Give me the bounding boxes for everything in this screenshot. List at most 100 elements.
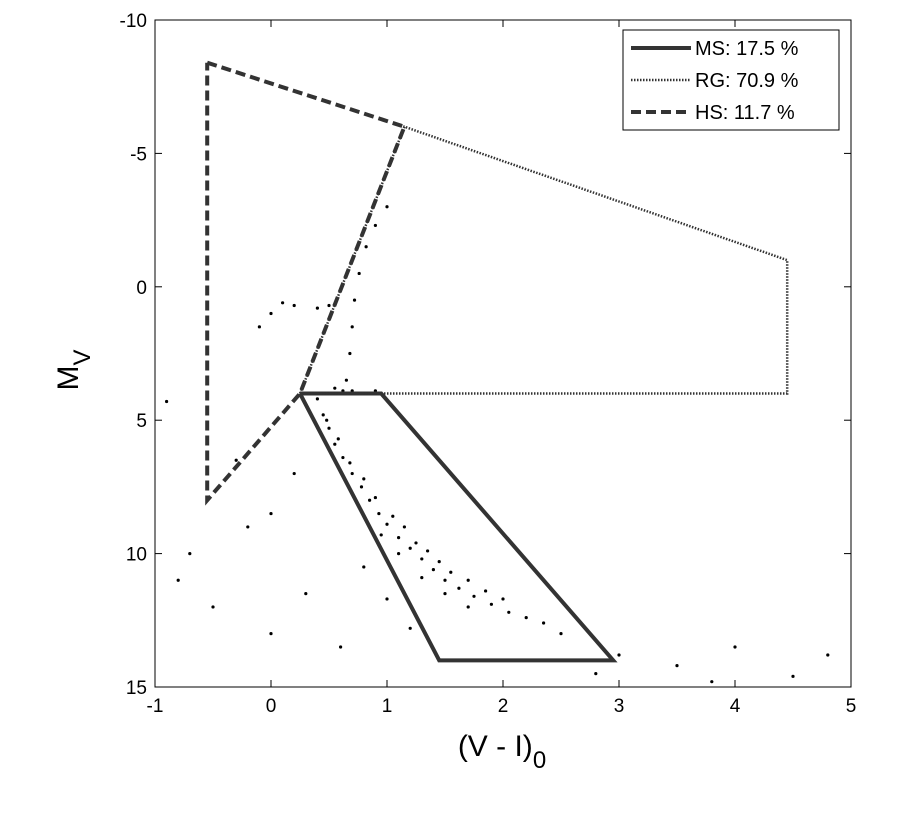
- star-point: [246, 525, 250, 529]
- star-point: [397, 535, 401, 540]
- y-tick-label: -5: [130, 144, 147, 165]
- star-point: [211, 605, 215, 609]
- star-point: [414, 541, 418, 545]
- star-point: [443, 578, 447, 582]
- star-point: [457, 586, 461, 590]
- star-point: [484, 589, 488, 593]
- star-point: [385, 597, 389, 601]
- star-point: [341, 455, 345, 460]
- star-point: [333, 386, 337, 390]
- star-point: [466, 578, 470, 582]
- star-point: [710, 680, 714, 684]
- star-point: [269, 311, 273, 316]
- star-point: [325, 418, 329, 422]
- star-point: [357, 271, 361, 276]
- star-point: [379, 533, 383, 537]
- star-point: [420, 557, 424, 561]
- star-point: [675, 664, 679, 668]
- region-outline: [205, 60, 408, 506]
- star-point: [524, 616, 528, 620]
- legend-label: MS: 17.5 %: [695, 38, 799, 60]
- star-point: [391, 514, 395, 518]
- star-point: [420, 576, 424, 580]
- star-point: [426, 549, 430, 553]
- star-point: [408, 546, 412, 550]
- star-point: [292, 471, 296, 476]
- legend-label: HS: 11.7 %: [695, 102, 795, 124]
- star-point: [559, 632, 563, 636]
- star-point: [292, 303, 296, 308]
- y-tick-label: 5: [136, 411, 147, 432]
- star-point: [501, 597, 505, 601]
- star-point: [359, 485, 364, 489]
- x-tick-label: 1: [382, 696, 393, 717]
- star-point: [165, 399, 169, 404]
- star-point: [350, 471, 354, 476]
- y-tick-label: 10: [126, 545, 147, 566]
- star-point: [327, 303, 331, 308]
- star-point: [336, 437, 340, 441]
- star-point: [437, 560, 441, 564]
- star-point: [339, 645, 343, 649]
- star-point: [373, 223, 377, 228]
- star-point: [385, 522, 389, 526]
- star-point: [489, 602, 493, 606]
- x-tick-label: 3: [614, 696, 625, 717]
- plot-frame: [154, 19, 852, 688]
- x-label-subscript: 0: [533, 747, 546, 774]
- star-point: [368, 498, 372, 502]
- star-point: [377, 511, 381, 516]
- star-point: [472, 594, 476, 598]
- star-point: [507, 610, 511, 614]
- star-point: [791, 674, 795, 678]
- y-tick-label: 0: [136, 278, 147, 299]
- star-point: [408, 626, 412, 630]
- star-point: [315, 306, 319, 310]
- y-axis-label: MV: [52, 349, 96, 390]
- star-point: [333, 442, 337, 446]
- star-point: [542, 621, 546, 625]
- legend-label: RG: 70.9 %: [695, 70, 799, 92]
- y-label-subscript: V: [69, 349, 96, 365]
- star-point: [373, 495, 377, 500]
- star-point: [385, 205, 389, 209]
- y-label-text: M: [52, 366, 85, 391]
- x-tick-label: 2: [498, 696, 509, 717]
- star-point: [321, 413, 325, 417]
- star-point: [733, 645, 737, 649]
- star-point: [466, 605, 470, 609]
- star-point: [350, 325, 354, 329]
- star-point: [304, 592, 308, 596]
- star-point: [234, 458, 238, 462]
- star-point: [188, 552, 192, 556]
- star-point: [281, 301, 285, 305]
- star-point: [364, 245, 368, 249]
- star-point: [431, 568, 435, 572]
- x-tick-label: 0: [266, 696, 277, 717]
- star-point: [176, 578, 180, 582]
- star-point: [362, 477, 366, 481]
- x-tick-label: 4: [730, 696, 741, 717]
- star-point: [449, 570, 453, 574]
- star-point: [402, 525, 406, 529]
- x-tick-label: -1: [147, 696, 164, 717]
- x-label-text: (V - I): [458, 730, 533, 763]
- star-point: [594, 672, 598, 676]
- x-axis-label: (V - I)0: [458, 730, 546, 774]
- star-point: [443, 592, 447, 596]
- star-point: [397, 552, 401, 556]
- star-point: [344, 378, 348, 382]
- star-point: [826, 653, 830, 657]
- star-point: [352, 298, 357, 302]
- x-tick-label: 5: [846, 696, 857, 717]
- star-point: [362, 565, 366, 569]
- star-point: [257, 325, 261, 329]
- star-point: [348, 351, 352, 356]
- y-tick-label: 15: [126, 678, 147, 699]
- star-point: [348, 461, 352, 465]
- star-point: [327, 426, 331, 430]
- star-point: [269, 632, 273, 636]
- region-outline: [298, 125, 789, 395]
- y-tick-label: -10: [120, 11, 147, 32]
